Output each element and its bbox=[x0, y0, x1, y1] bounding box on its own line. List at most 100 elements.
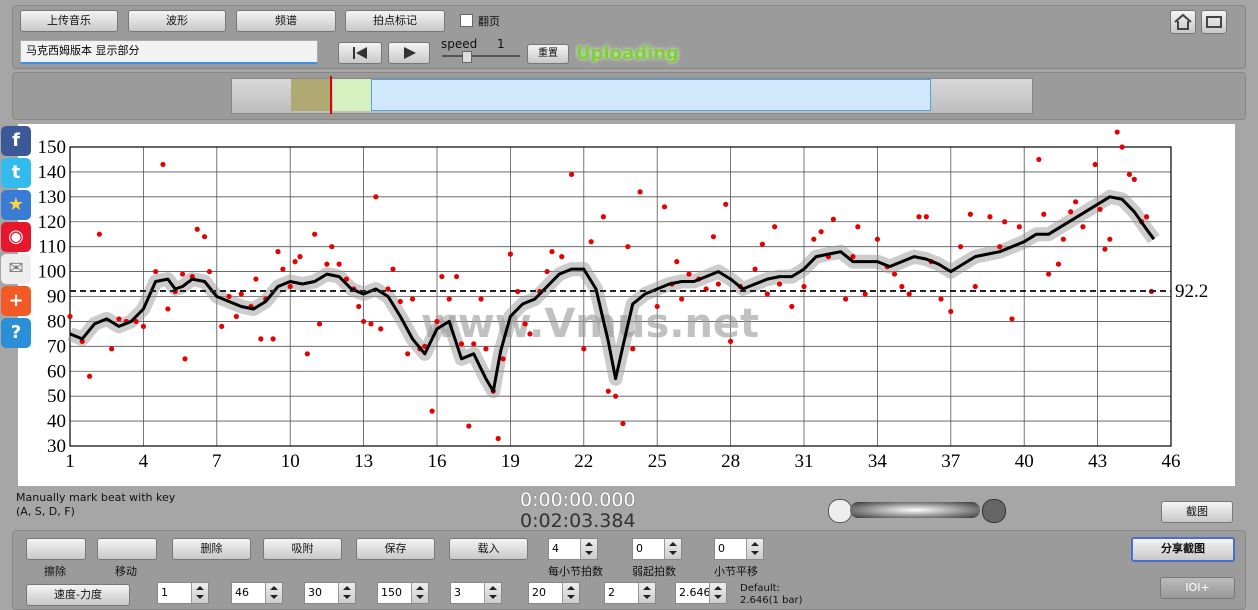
fullscreen-button[interactable] bbox=[1201, 10, 1227, 34]
spinner[interactable]: 3 bbox=[450, 582, 502, 604]
mail-icon[interactable]: ✉ bbox=[1, 254, 31, 284]
data-point bbox=[630, 346, 636, 352]
x-tick-label: 28 bbox=[721, 451, 740, 472]
data-point bbox=[238, 291, 244, 297]
weibo-icon[interactable]: ◉ bbox=[1, 222, 31, 252]
spinner-arrows[interactable] bbox=[265, 583, 282, 603]
spinner[interactable]: 1 bbox=[157, 582, 209, 604]
spinner[interactable]: 150 bbox=[377, 582, 429, 604]
data-point bbox=[1126, 171, 1133, 178]
speed-slider[interactable] bbox=[442, 55, 520, 57]
spinner-arrows[interactable] bbox=[191, 583, 208, 603]
reset-button[interactable]: 重置 bbox=[527, 44, 569, 64]
spinner[interactable]: 46 bbox=[231, 582, 283, 604]
data-point bbox=[637, 189, 643, 195]
text-input[interactable]: 马克西姆版本 显示部分 bbox=[20, 40, 318, 64]
spinner-arrows[interactable] bbox=[709, 583, 726, 603]
spinner[interactable]: 2 bbox=[604, 582, 656, 604]
x-tick-label: 16 bbox=[428, 451, 447, 472]
data-point bbox=[253, 276, 259, 282]
spinner[interactable]: 30 bbox=[304, 582, 356, 604]
toolbar-button[interactable]: 波形 bbox=[128, 10, 226, 32]
tool-button[interactable]: 删除 bbox=[172, 538, 251, 560]
screenshot-button[interactable]: 截图 bbox=[1161, 501, 1233, 523]
spinner-arrows[interactable] bbox=[411, 583, 428, 603]
data-point bbox=[368, 321, 374, 327]
twitter-icon[interactable]: t bbox=[1, 158, 31, 188]
toolbar-button[interactable]: 频谱 bbox=[236, 10, 336, 32]
spinner[interactable]: 0 bbox=[632, 538, 682, 560]
tool-icon-button[interactable] bbox=[26, 538, 86, 560]
data-point bbox=[500, 356, 506, 362]
hint-line: (A, S, D, F) bbox=[16, 505, 75, 518]
facebook-icon[interactable]: f bbox=[1, 126, 31, 156]
spinner-arrows[interactable] bbox=[338, 583, 355, 603]
help-icon[interactable]: ? bbox=[1, 318, 31, 348]
toolbar-button[interactable]: 拍点标记 bbox=[345, 10, 445, 32]
home-button[interactable] bbox=[1170, 10, 1196, 34]
x-tick-label: 13 bbox=[354, 451, 373, 472]
spinner-arrows[interactable] bbox=[562, 583, 579, 603]
speed-thumb[interactable] bbox=[462, 51, 472, 63]
playhead[interactable] bbox=[330, 76, 332, 114]
spinner[interactable]: 0 bbox=[714, 538, 764, 560]
checkbox[interactable] bbox=[460, 14, 473, 27]
ioi-button[interactable]: IOI+ bbox=[1160, 577, 1235, 599]
data-point bbox=[316, 321, 323, 327]
tool-button[interactable]: 保存 bbox=[356, 538, 435, 560]
data-point bbox=[1046, 271, 1052, 277]
spinner[interactable]: 20 bbox=[528, 582, 580, 604]
data-point bbox=[654, 303, 660, 310]
x-tick-label: 46 bbox=[1162, 451, 1181, 472]
spinner[interactable]: 4 bbox=[548, 538, 598, 560]
data-point bbox=[507, 251, 513, 257]
data-point bbox=[789, 303, 795, 310]
data-point bbox=[422, 343, 428, 349]
data-point bbox=[1016, 224, 1022, 230]
data-point bbox=[270, 336, 276, 342]
y-tick-label: 30 bbox=[47, 436, 66, 457]
tempo-button[interactable]: 速度-力度 bbox=[26, 584, 130, 606]
x-tick-label: 40 bbox=[1015, 451, 1034, 472]
data-point bbox=[613, 393, 619, 399]
data-point bbox=[1036, 156, 1042, 163]
timeline-selection[interactable] bbox=[371, 79, 931, 111]
spinner-arrows[interactable] bbox=[638, 583, 655, 603]
data-point bbox=[140, 323, 146, 329]
spinner-arrows[interactable] bbox=[746, 539, 763, 559]
spinner[interactable]: 2.646 bbox=[675, 582, 727, 604]
default-label: Default: bbox=[740, 583, 780, 594]
data-point bbox=[466, 423, 472, 429]
tool-button[interactable]: 载入 bbox=[449, 538, 528, 560]
x-tick-label: 4 bbox=[139, 451, 149, 472]
timeline-window bbox=[333, 79, 371, 111]
data-point bbox=[206, 268, 213, 275]
play-button[interactable] bbox=[388, 42, 430, 64]
favorite-icon[interactable]: ★ bbox=[1, 190, 31, 220]
data-point bbox=[1068, 209, 1074, 215]
waveform-icon[interactable] bbox=[828, 499, 852, 523]
spinner-value: 0 bbox=[718, 542, 725, 555]
pulse-icon[interactable] bbox=[982, 499, 1006, 523]
data-point bbox=[446, 296, 452, 302]
spinner-arrows[interactable] bbox=[580, 539, 597, 559]
y-tick-label: 60 bbox=[47, 361, 66, 382]
volume-slider[interactable] bbox=[850, 502, 980, 518]
tool-icon-button[interactable] bbox=[97, 538, 157, 560]
rewind-button[interactable] bbox=[338, 42, 382, 64]
spinner-arrows[interactable] bbox=[484, 583, 501, 603]
data-point bbox=[679, 296, 685, 302]
data-point bbox=[287, 283, 293, 290]
data-point bbox=[96, 231, 102, 237]
data-point bbox=[226, 293, 232, 300]
tool-button[interactable]: 吸附 bbox=[263, 538, 342, 560]
share-plus-icon[interactable]: + bbox=[1, 286, 31, 316]
share-button[interactable]: 分享截图 bbox=[1131, 537, 1235, 562]
data-point bbox=[405, 351, 411, 357]
spinner-arrows[interactable] bbox=[664, 539, 681, 559]
y-tick-label: 40 bbox=[47, 411, 66, 432]
toolbar-button[interactable]: 上传音乐 bbox=[20, 10, 118, 32]
y-tick-label: 70 bbox=[47, 336, 66, 357]
data-point bbox=[312, 231, 318, 237]
data-point bbox=[79, 338, 85, 344]
